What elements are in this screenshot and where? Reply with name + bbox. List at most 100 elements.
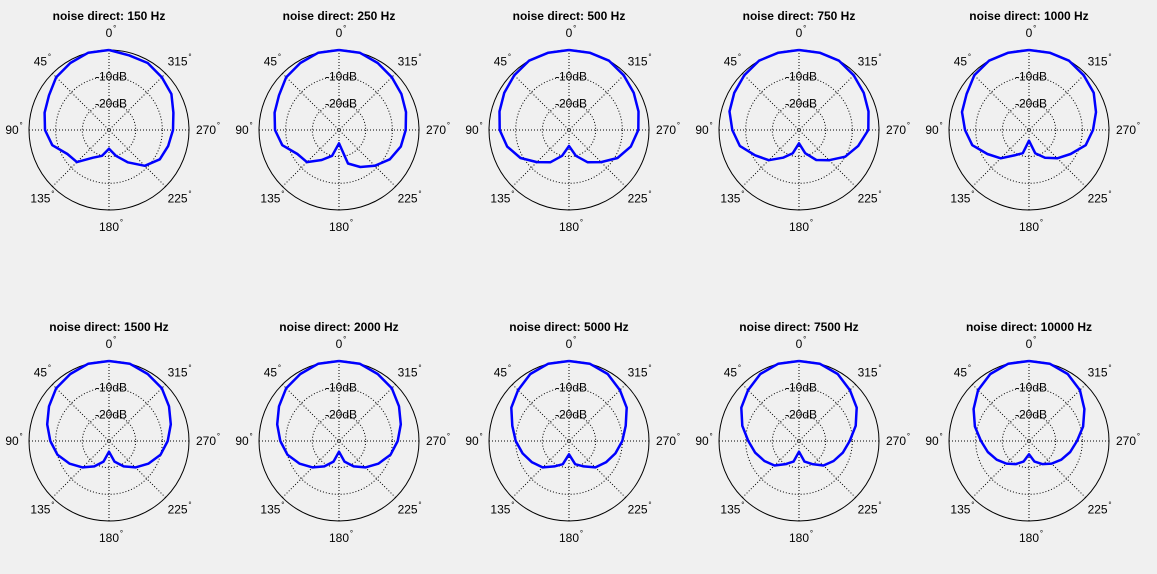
- degree-symbol: °: [648, 52, 651, 61]
- grid-circle: [975, 76, 1083, 184]
- degree-symbol: °: [810, 218, 813, 227]
- degree-symbol: °: [741, 190, 744, 199]
- grid-circle: [541, 102, 597, 158]
- degree-symbol: °: [907, 121, 910, 130]
- grid-circle: [55, 76, 163, 184]
- degree-symbol: °: [939, 121, 942, 130]
- degree-symbol: °: [511, 190, 514, 199]
- grid-circle: [771, 413, 827, 469]
- degree-symbol: °: [677, 121, 680, 130]
- degree-symbol: °: [508, 52, 511, 61]
- angle-tick-label: 90: [925, 123, 939, 137]
- angle-tick-label: 90: [5, 434, 19, 448]
- angle-tick-label: 225: [398, 503, 418, 517]
- angle-tick-label: 225: [858, 192, 878, 206]
- degree-symbol: °: [1108, 190, 1111, 199]
- plot-title: noise direct: 150 Hz: [53, 9, 166, 23]
- radial-tick-label: -20dB: [95, 96, 127, 110]
- angle-tick-label: 315: [1088, 365, 1108, 379]
- degree-symbol: °: [580, 218, 583, 227]
- plot-title: noise direct: 5000 Hz: [509, 320, 628, 334]
- radial-tick-label: -10dB: [785, 70, 817, 84]
- angle-tick-label: 315: [168, 54, 188, 68]
- angle-tick-label: 270: [886, 434, 906, 448]
- degree-symbol: °: [648, 190, 651, 199]
- plot-title: noise direct: 1000 Hz: [969, 9, 1088, 23]
- degree-symbol: °: [709, 121, 712, 130]
- degree-symbol: °: [217, 121, 220, 130]
- degree-symbol: °: [51, 501, 54, 510]
- degree-symbol: °: [878, 190, 881, 199]
- angle-tick-label: 90: [465, 123, 479, 137]
- angle-tick-label: 0: [106, 337, 113, 351]
- grid-circle: [81, 102, 137, 158]
- degree-symbol: °: [810, 529, 813, 538]
- angle-tick-label: 270: [196, 434, 216, 448]
- grid-circle: [311, 102, 367, 158]
- angle-tick-label: 315: [858, 54, 878, 68]
- angle-tick-label: 45: [724, 54, 738, 68]
- series-line: [972, 359, 1086, 466]
- angle-tick-label: 135: [720, 192, 740, 206]
- angle-tick-label: 270: [196, 123, 216, 137]
- grid-circle: [745, 76, 853, 184]
- angle-tick-label: 270: [656, 434, 676, 448]
- angle-tick-label: 0: [106, 26, 113, 40]
- angle-tick-label: 180: [329, 531, 349, 545]
- angle-tick-label: 45: [264, 54, 278, 68]
- degree-symbol: °: [741, 501, 744, 510]
- degree-symbol: °: [580, 529, 583, 538]
- radial-tick-label: -10dB: [555, 381, 587, 395]
- series-line: [510, 359, 628, 469]
- radial-tick-label: -10dB: [785, 381, 817, 395]
- degree-symbol: °: [249, 432, 252, 441]
- degree-symbol: °: [113, 24, 116, 33]
- radial-tick-label: -20dB: [785, 96, 817, 110]
- degree-symbol: °: [350, 529, 353, 538]
- angle-tick-label: 90: [695, 123, 709, 137]
- angle-tick-label: 135: [30, 503, 50, 517]
- degree-symbol: °: [878, 363, 881, 372]
- degree-symbol: °: [343, 24, 346, 33]
- angle-tick-label: 90: [695, 434, 709, 448]
- angle-tick-label: 0: [566, 337, 573, 351]
- grid-circle: [1001, 413, 1057, 469]
- angle-tick-label: 315: [858, 365, 878, 379]
- degree-symbol: °: [188, 190, 191, 199]
- angle-tick-label: 180: [1019, 531, 1039, 545]
- degree-symbol: °: [878, 501, 881, 510]
- degree-symbol: °: [1040, 529, 1043, 538]
- degree-symbol: °: [48, 52, 51, 61]
- grid-circle: [285, 387, 393, 495]
- plot-title: noise direct: 1500 Hz: [49, 320, 168, 334]
- angle-tick-label: 45: [954, 365, 968, 379]
- plot-title: noise direct: 2000 Hz: [279, 320, 398, 334]
- angle-tick-label: 315: [398, 54, 418, 68]
- angle-tick-label: 0: [796, 26, 803, 40]
- degree-symbol: °: [1108, 501, 1111, 510]
- degree-symbol: °: [479, 432, 482, 441]
- angle-tick-label: 0: [336, 337, 343, 351]
- radial-tick-label: -20dB: [1015, 96, 1047, 110]
- angle-tick-label: 90: [925, 434, 939, 448]
- degree-symbol: °: [1137, 121, 1140, 130]
- angle-tick-label: 225: [1088, 192, 1108, 206]
- series-line: [498, 48, 640, 164]
- degree-symbol: °: [281, 501, 284, 510]
- degree-symbol: °: [508, 363, 511, 372]
- radial-tick-label: -10dB: [95, 381, 127, 395]
- angle-tick-label: 135: [950, 503, 970, 517]
- angle-tick-label: 225: [628, 192, 648, 206]
- degree-symbol: °: [939, 432, 942, 441]
- angle-tick-label: 0: [566, 26, 573, 40]
- degree-symbol: °: [48, 363, 51, 372]
- radial-tick-label: -10dB: [325, 381, 357, 395]
- angle-tick-label: 225: [168, 503, 188, 517]
- degree-symbol: °: [113, 335, 116, 344]
- degree-symbol: °: [51, 190, 54, 199]
